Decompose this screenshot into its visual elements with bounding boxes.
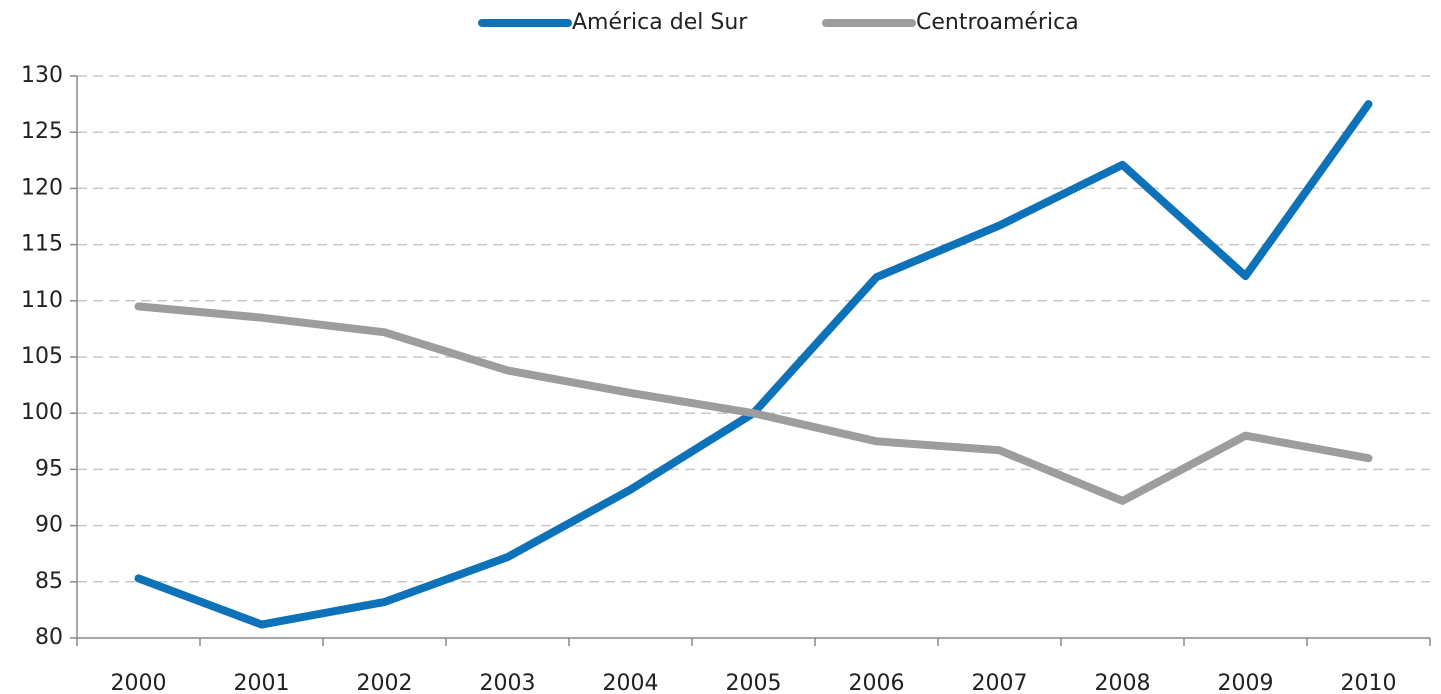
x-tick-label: 2000	[111, 671, 167, 694]
y-tick-label: 130	[21, 63, 63, 88]
x-tick-label: 2001	[234, 671, 290, 694]
y-tick-label: 80	[35, 625, 63, 650]
y-tick-label: 120	[21, 175, 63, 200]
x-tick-label: 2010	[1341, 671, 1397, 694]
x-tick-label: 2007	[972, 671, 1028, 694]
legend-label: Centroamérica	[916, 10, 1079, 35]
y-tick-label: 95	[35, 456, 63, 481]
x-tick-label: 2009	[1218, 671, 1274, 694]
x-tick-label: 2008	[1095, 671, 1151, 694]
y-tick-label: 100	[21, 400, 63, 425]
x-tick-label: 2006	[849, 671, 905, 694]
legend-label: América del Sur	[572, 10, 748, 35]
x-tick-label: 2005	[726, 671, 782, 694]
y-tick-label: 85	[35, 569, 63, 594]
y-tick-label: 105	[21, 344, 63, 369]
y-tick-label: 110	[21, 288, 63, 313]
y-tick-label: 125	[21, 119, 63, 144]
y-tick-label: 115	[21, 232, 63, 257]
series-line	[134, 100, 1373, 629]
x-tick-label: 2002	[357, 671, 413, 694]
x-tick-label: 2003	[480, 671, 536, 694]
series-line	[134, 302, 1373, 505]
y-tick-label: 90	[35, 513, 63, 538]
x-tick-label: 2004	[603, 671, 659, 694]
